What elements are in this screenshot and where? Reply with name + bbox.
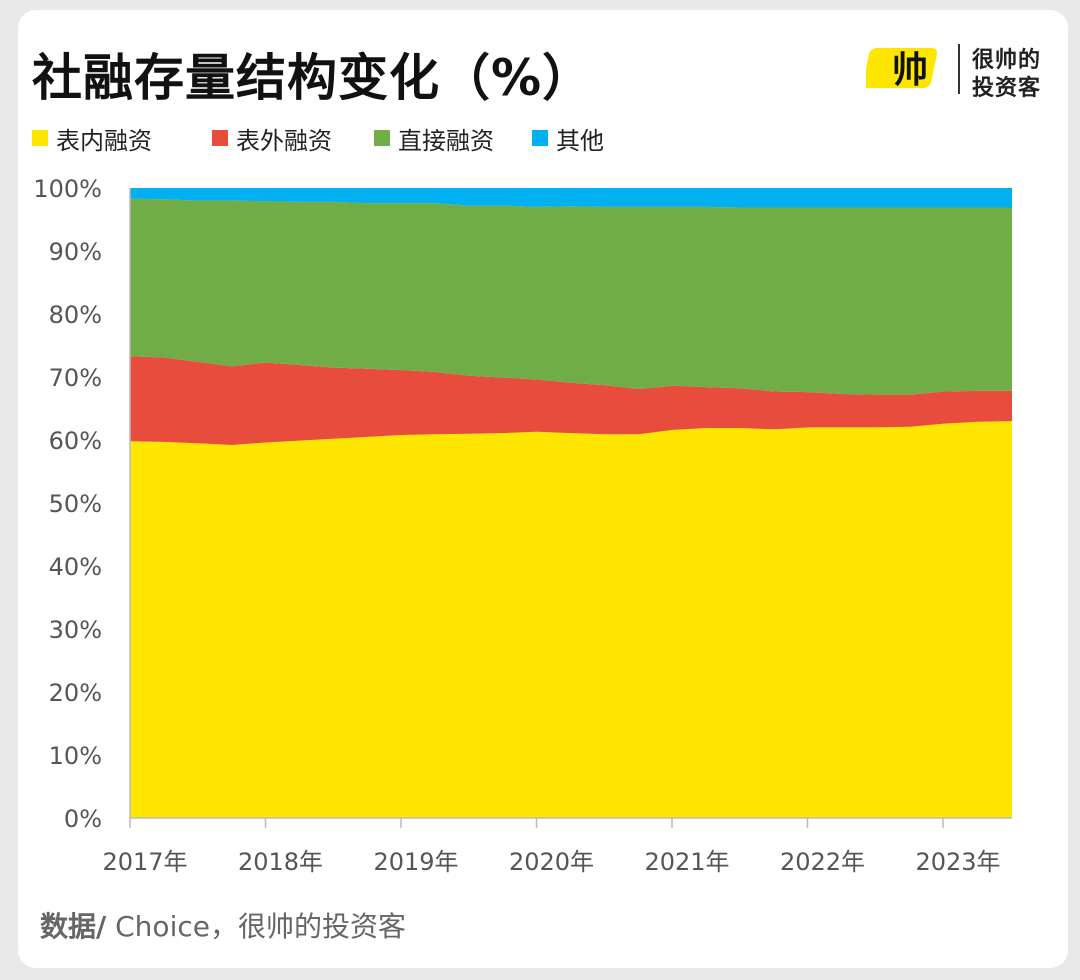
y-tick-label: 10% [49,742,102,770]
legend-item-onbalance: 表内融资 [32,122,152,155]
chart-areas [130,188,1012,818]
y-tick-label: 40% [49,553,102,581]
chart-title: 社融存量结构变化（%） [32,49,594,107]
y-tick-label: 60% [49,427,102,455]
y-tick-label: 80% [49,301,102,329]
brand: 帅 很帅的 投资客 [866,40,1056,101]
brand-logo-glyph: 帅 [892,50,928,91]
source-text: Choice，很帅的投资客 [106,910,406,943]
area-offbalance [130,356,1012,445]
chart-axes [129,188,1012,819]
brand-name-line1: 很帅的 [972,48,1042,73]
y-tick-label: 90% [49,238,102,266]
legend-item-other: 其他 [532,122,604,155]
area-onbalance [130,421,1012,818]
area-direct [130,198,1012,395]
y-tick-label: 30% [49,616,102,644]
brand-divider [958,44,960,94]
legend-swatch-direct [374,130,390,146]
brand-name-line2: 投资客 [972,76,1042,101]
legend-swatch-offbalance [212,130,228,146]
legend-swatch-onbalance [32,130,48,146]
x-tick-label: 2020年 [509,848,594,876]
x-tick-label: 2022年 [780,848,865,876]
legend-label-offbalance: 表外融资 [236,126,332,155]
legend-item-offbalance: 表外融资 [212,122,332,155]
y-tick-label: 50% [49,490,102,518]
y-axis-ticks: 0% 10% 20% 30% 40% 50% 60% 70% 80% 90% 100% [33,175,102,833]
legend-label-other: 其他 [556,126,604,155]
x-tick-label: 2018年 [238,848,323,876]
x-tick-label: 2019年 [373,848,458,876]
legend-item-direct: 直接融资 [374,122,494,155]
legend-swatch-other [532,130,548,146]
x-axis-ticks: 2017年 2018年 2019年 2020年 2021年 2022年 2023年 [102,818,1001,876]
y-tick-label: 70% [49,364,102,392]
brand-logo-icon: 帅 [866,48,938,91]
legend-label-onbalance: 表内融资 [56,126,152,155]
y-tick-label: 100% [33,175,102,203]
area-other [130,188,1012,208]
y-tick-label: 20% [49,679,102,707]
source-note: 数据/ Choice，很帅的投资客 [40,905,406,945]
source-label: 数据/ [40,910,107,943]
y-tick-label: 0% [64,805,102,833]
x-tick-label: 2023年 [915,848,1000,876]
legend-label-direct: 直接融资 [398,126,494,155]
x-tick-label: 2017年 [102,848,187,876]
x-tick-label: 2021年 [644,848,729,876]
